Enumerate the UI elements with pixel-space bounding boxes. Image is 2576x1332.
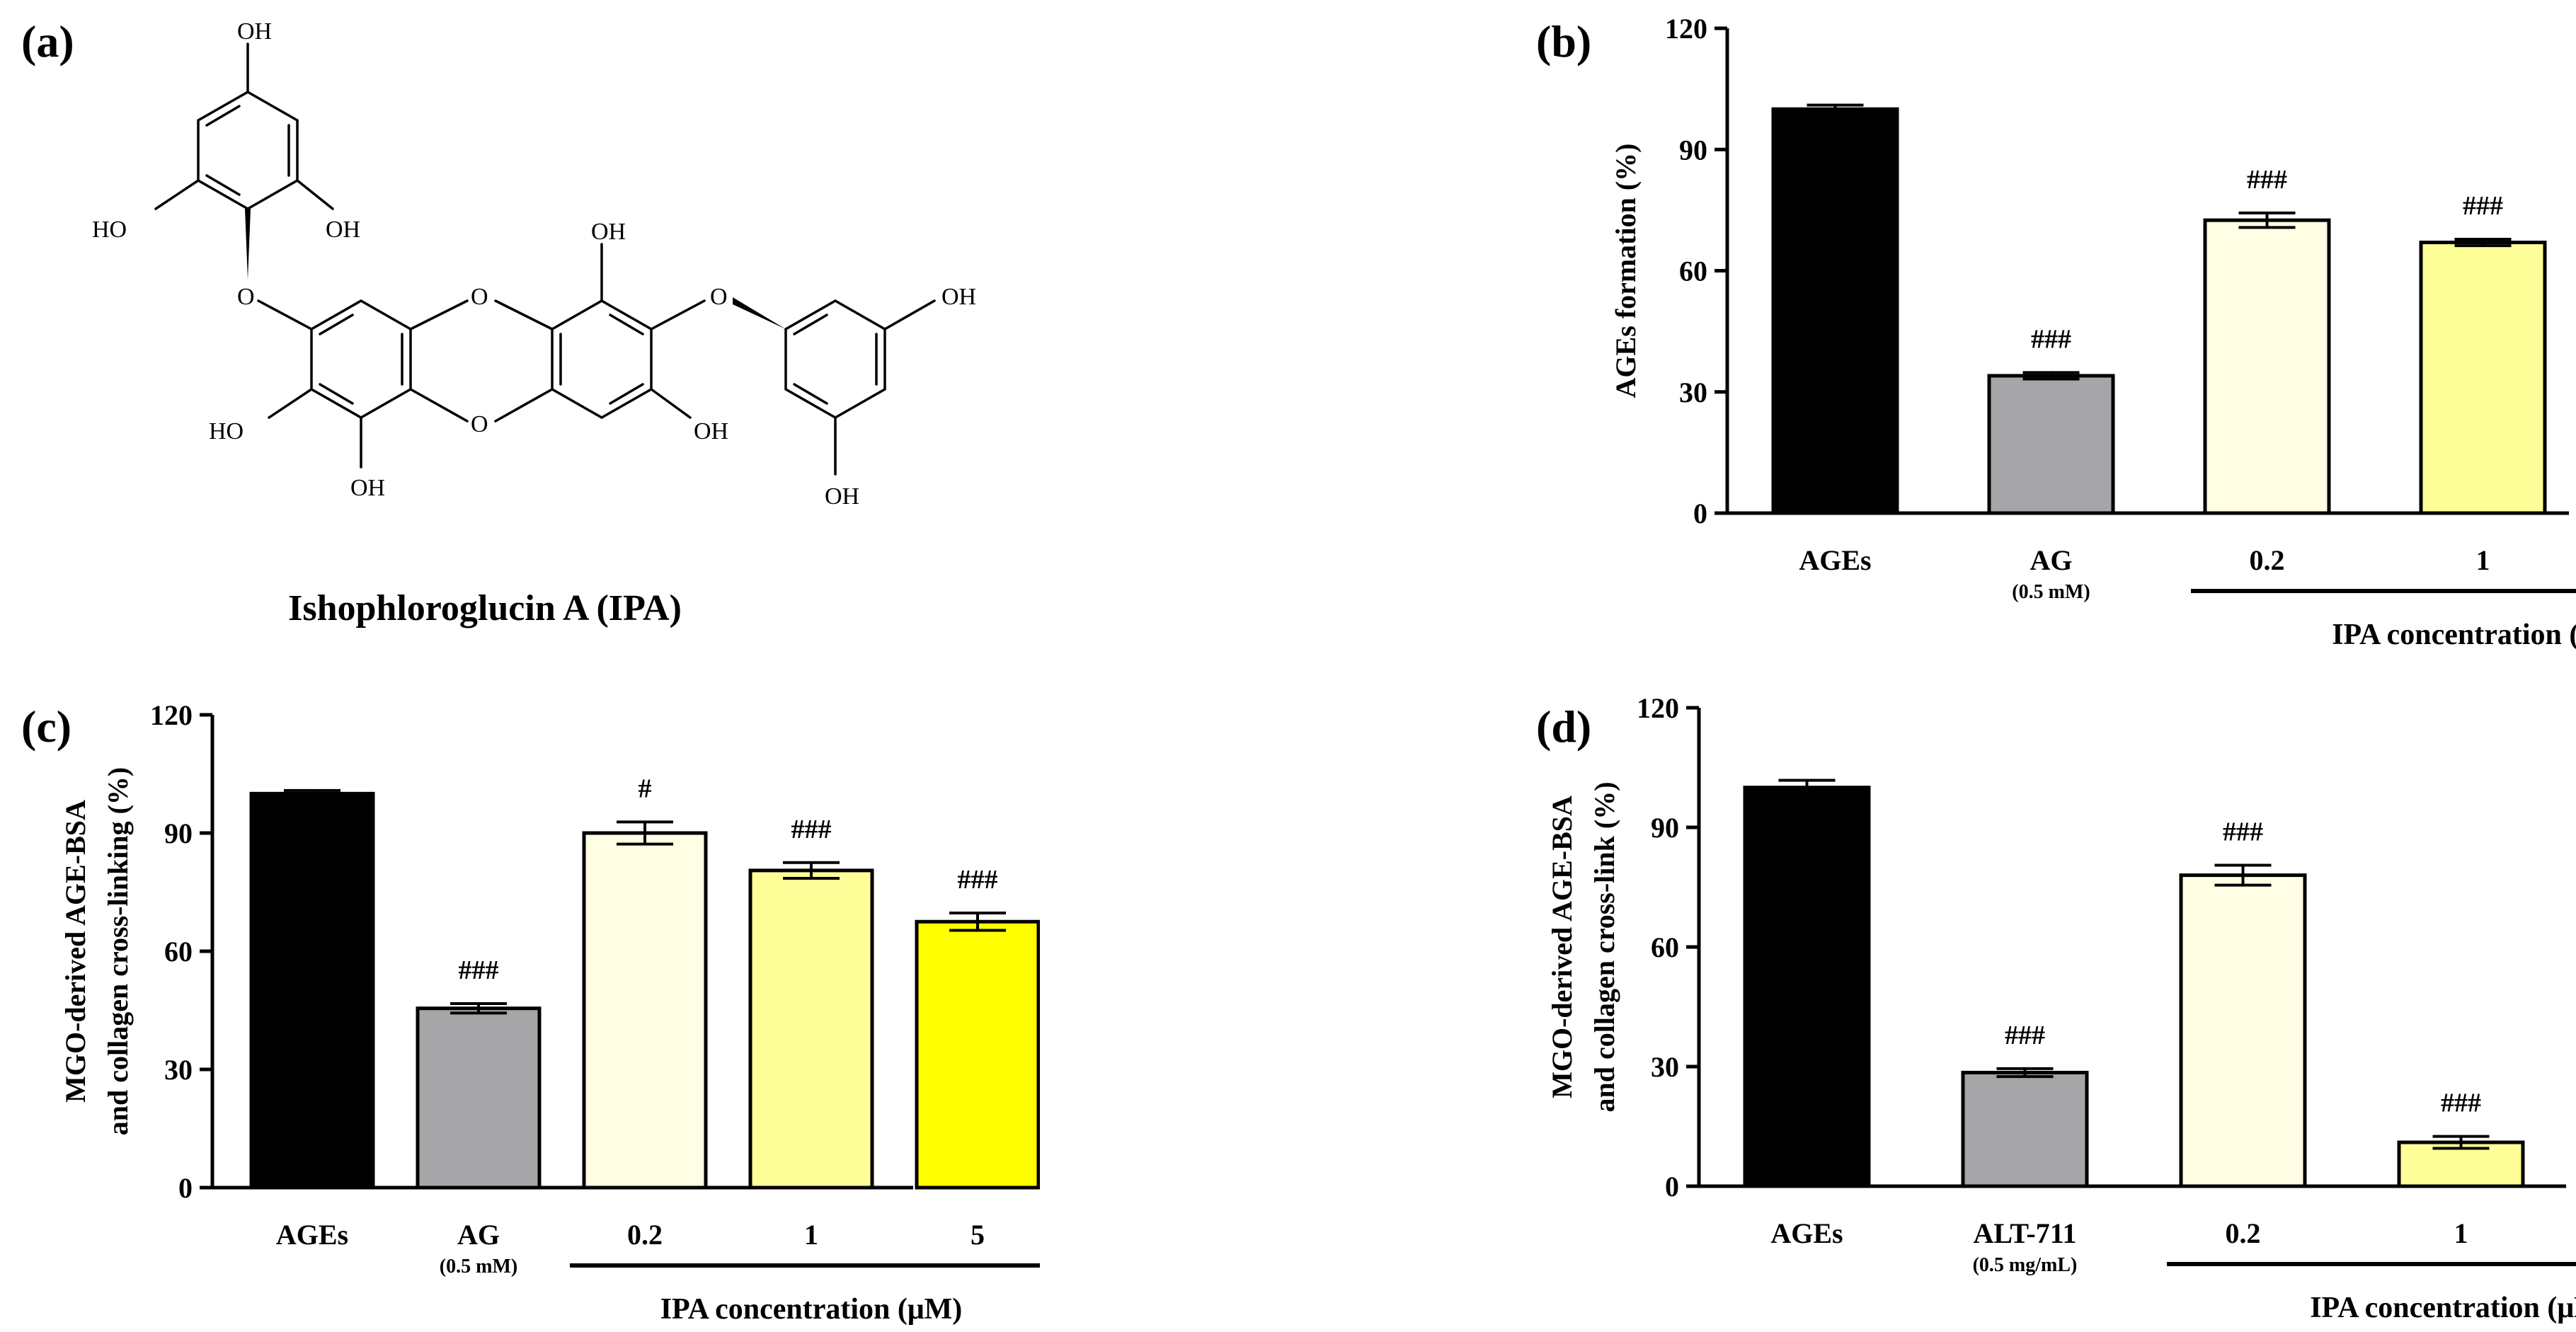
y-tick-label: 30 (164, 1054, 193, 1086)
significance-mark: ### (2031, 324, 2071, 354)
group-label: IPA concentration (μM) (660, 1293, 963, 1326)
label-ho-left-bottom: HO (209, 418, 244, 444)
label-oh-mid-top: OH (591, 219, 626, 245)
bar (582, 831, 708, 1190)
label-o-ring-top: O (471, 284, 488, 310)
x-tick-label: 0.2 (627, 1219, 663, 1251)
molecule-structure: OH HO OH O O O OH O OH HO OH OH OH (92, 18, 976, 510)
significance-mark: ### (2223, 817, 2263, 847)
bar (1961, 1070, 2089, 1188)
y-tick-label: 90 (1651, 812, 1679, 844)
x-tick-label: AGEs (1770, 1217, 1843, 1249)
group-label: IPA concentration (μM) (2332, 619, 2576, 651)
y-tick-label: 90 (1679, 134, 1707, 166)
significance-mark: ### (791, 815, 832, 844)
y-axis-label: AGEs formation (%) (1610, 144, 1642, 398)
y-axis-label: and collagen cross-link (%) (1588, 781, 1620, 1112)
significance-mark: ### (2441, 1089, 2481, 1118)
significance-mark: # (639, 774, 652, 803)
y-tick-label: 60 (164, 936, 193, 968)
y-tick-label: 0 (1665, 1171, 1679, 1202)
bar (748, 868, 874, 1190)
bar (416, 1006, 542, 1190)
y-tick-label: 30 (1679, 377, 1707, 408)
compound-name: Ishophloroglucin A (IPA) (288, 588, 682, 628)
bar (915, 919, 1040, 1190)
bar (1771, 107, 1899, 515)
significance-mark: ### (2005, 1021, 2045, 1050)
chart-c-crosslinking: 0 30 60 90 120 MGO-derived AGE-BSA and collage… (59, 699, 1040, 1326)
bar (2179, 873, 2307, 1188)
significance-mark: ### (2247, 165, 2287, 195)
y-tick-label: 60 (1679, 256, 1707, 287)
x-tick-sublabel: (0.5 mM) (440, 1256, 517, 1278)
y-tick-label: 60 (1651, 931, 1679, 963)
y-tick-label: 0 (178, 1172, 193, 1204)
x-tick-label: 5 (971, 1219, 985, 1251)
bar (2203, 218, 2331, 515)
label-oh-right: OH (326, 217, 360, 243)
panel-label-d: (d) (1536, 701, 1592, 752)
chart-d-crosslink: 0 30 60 90 120 MGO-derived AGE-BSA and collage… (1546, 692, 2576, 1324)
y-tick-label: 0 (1693, 498, 1707, 529)
x-tick-label: AGEs (276, 1219, 348, 1251)
bar (1987, 374, 2115, 515)
x-tick-label: ALT-711 (1973, 1217, 2076, 1249)
label-o-left-link: O (237, 284, 255, 310)
panel-label-a: (a) (21, 16, 74, 67)
label-oh-center-bottom: OH (694, 418, 728, 444)
label-oh-far-right: OH (941, 284, 976, 310)
y-axis-label: MGO-derived AGE-BSA (59, 800, 91, 1103)
x-tick-label: AG (457, 1219, 500, 1251)
y-tick-label: 120 (150, 699, 193, 731)
chart-b-ages-formation: 0 30 60 90 120 AGEs formation (%) AGEs ### AG (0.… (1610, 13, 2576, 651)
y-tick-label: 30 (1651, 1051, 1679, 1083)
x-tick-label: AGEs (1799, 544, 1871, 576)
bar (1743, 786, 1871, 1188)
x-tick-label: 1 (2476, 544, 2490, 576)
x-tick-label: 1 (804, 1219, 818, 1251)
label-oh-bottom: OH (350, 475, 385, 501)
x-tick-label: 1 (2454, 1217, 2468, 1249)
panel-label-b: (b) (1536, 16, 1592, 67)
significance-mark: ### (958, 865, 998, 895)
x-tick-label: 0.2 (2250, 544, 2285, 576)
label-oh-top: OH (237, 18, 272, 45)
y-tick-label: 120 (1637, 692, 1679, 724)
x-tick-label: 0.2 (2226, 1217, 2261, 1249)
y-tick-label: 90 (164, 817, 193, 849)
label-o-ring-bottom: O (471, 411, 488, 437)
y-tick-label: 120 (1665, 13, 1707, 45)
label-oh-right-bottom: OH (825, 483, 859, 510)
x-tick-label: AG (2030, 544, 2073, 576)
significance-mark: ### (2463, 191, 2503, 221)
y-axis-label: MGO-derived AGE-BSA (1546, 796, 1578, 1098)
label-ho-left: HO (92, 217, 127, 243)
bar (2419, 241, 2547, 515)
y-axis-label: and collagen cross-linking (%) (102, 767, 134, 1135)
x-tick-sublabel: (0.5 mM) (2012, 581, 2090, 603)
significance-mark: ### (459, 955, 499, 985)
bar (249, 791, 375, 1190)
panel-label-c: (c) (21, 701, 72, 752)
group-label: IPA concentration (μM) (2310, 1292, 2576, 1324)
x-tick-sublabel: (0.5 mg/mL) (1973, 1254, 2078, 1276)
label-o-right-link: O (710, 284, 728, 310)
